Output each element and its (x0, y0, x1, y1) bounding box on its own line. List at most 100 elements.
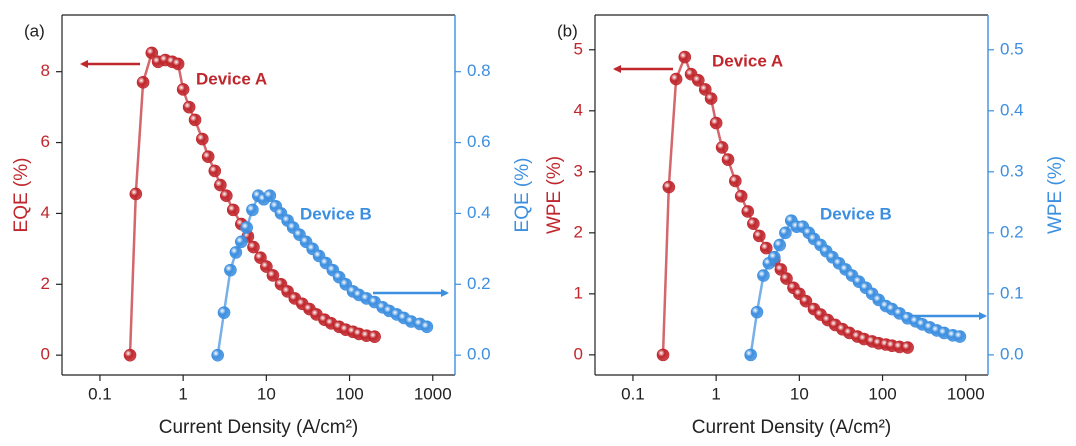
data-point (721, 153, 735, 166)
x-tick-label: 10 (790, 384, 809, 403)
y2-tick-label: 0.6 (467, 132, 491, 151)
data-point (691, 73, 705, 87)
data-point (729, 174, 742, 188)
data-point (750, 305, 764, 319)
data-point (768, 250, 781, 264)
x-tick-label: 100 (335, 384, 363, 403)
y-tick-label: 5 (574, 39, 583, 58)
y2-tick-label: 0.2 (1000, 222, 1024, 241)
data-point (420, 320, 434, 334)
data-point (247, 240, 260, 254)
x-tick-label: 1000 (414, 384, 452, 403)
data-point (744, 348, 757, 362)
data-point (263, 189, 277, 203)
x-axis-label: Current Density (A/cm²) (159, 417, 359, 438)
x-tick-label: 10 (257, 384, 276, 403)
data-point (752, 229, 766, 243)
x-tick-label: 1 (711, 384, 720, 403)
data-point (698, 83, 712, 96)
data-point (219, 189, 233, 203)
data-point (136, 76, 150, 89)
data-point (176, 83, 190, 96)
y2-tick-label: 0.4 (467, 203, 491, 222)
data-point (704, 92, 718, 105)
data-point (953, 330, 967, 343)
data-point (901, 341, 914, 354)
data-point (196, 132, 209, 146)
data-point (145, 46, 159, 60)
y2-axis-label: EQE (%) (512, 158, 533, 233)
data-point (741, 205, 755, 218)
y-tick-label: 1 (574, 283, 583, 302)
data-point (224, 263, 237, 277)
y-tick-label: 2 (574, 222, 583, 241)
data-point (709, 116, 723, 130)
data-point (171, 57, 185, 71)
panel-label: (a) (24, 21, 45, 40)
y2-tick-label: 0.5 (1000, 39, 1024, 58)
x-tick-label: 1 (178, 384, 187, 403)
data-point (368, 330, 381, 344)
y2-tick-label: 0.0 (467, 345, 491, 364)
y2-axis-label: WPE (%) (1045, 156, 1066, 234)
data-point (780, 272, 793, 285)
x-tick-label: 1000 (947, 384, 985, 403)
data-point (669, 72, 683, 86)
data-point (229, 246, 243, 259)
y-tick-label: 8 (41, 61, 50, 80)
data-point (759, 241, 773, 255)
y-tick-label: 0 (41, 345, 50, 364)
data-point (266, 269, 280, 282)
y-tick-label: 4 (41, 203, 50, 222)
data-point (799, 294, 813, 308)
data-point (129, 187, 143, 201)
data-point (254, 251, 267, 265)
y-axis-label: WPE (%) (544, 156, 565, 234)
data-point (208, 164, 222, 178)
x-tick-label: 100 (868, 384, 896, 403)
series-label: Device A (196, 69, 267, 88)
y2-tick-label: 0.3 (1000, 161, 1024, 180)
data-point (662, 180, 676, 194)
data-point (123, 348, 137, 362)
data-point (217, 306, 231, 319)
data-point (214, 178, 227, 192)
data-point (773, 238, 786, 252)
panel-label: (b) (557, 21, 578, 40)
data-point (656, 348, 670, 362)
x-axis-label: Current Density (A/cm²) (692, 417, 892, 438)
y2-tick-label: 0.0 (1000, 344, 1024, 363)
y-tick-label: 0 (574, 344, 583, 363)
y-tick-label: 3 (574, 161, 583, 180)
data-point (240, 221, 253, 234)
y-tick-label: 4 (574, 100, 583, 119)
data-point (757, 269, 770, 282)
data-point (715, 141, 729, 154)
y2-tick-label: 0.1 (1000, 283, 1024, 302)
data-point (678, 50, 692, 64)
y2-tick-label: 0.4 (1000, 100, 1024, 119)
x-tick-label: 0.1 (621, 384, 645, 403)
data-point (226, 203, 240, 217)
y2-tick-label: 0.8 (467, 61, 491, 80)
series-label: Device A (712, 51, 783, 70)
data-point (188, 113, 202, 127)
data-point (779, 226, 792, 240)
data-point (774, 263, 788, 276)
series-label: Device B (820, 204, 892, 223)
data-point (235, 235, 248, 249)
y2-tick-label: 0.2 (467, 274, 491, 293)
data-point (182, 100, 196, 114)
data-point (246, 203, 259, 217)
y-axis-label: EQE (%) (11, 158, 32, 233)
y-tick-label: 2 (41, 274, 50, 293)
series-label: Device B (300, 204, 372, 223)
data-point (211, 348, 224, 362)
data-point (260, 260, 273, 273)
data-point (201, 150, 215, 164)
data-point (734, 189, 748, 203)
y-tick-label: 6 (41, 132, 50, 151)
x-tick-label: 0.1 (88, 384, 112, 403)
